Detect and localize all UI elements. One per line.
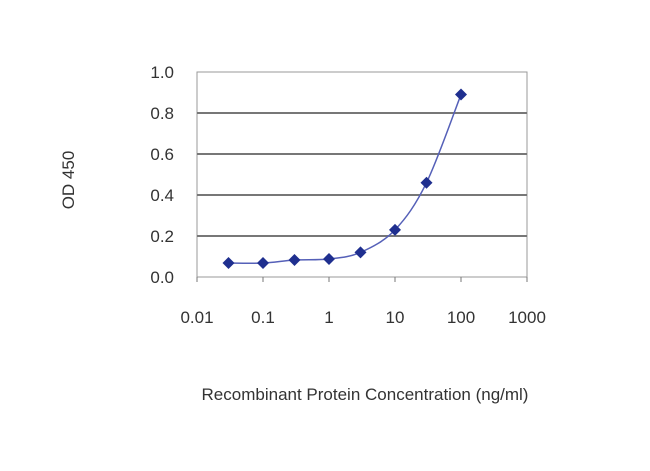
y-tick-label: 0.6 [150, 145, 174, 164]
data-point [288, 253, 301, 266]
x-tick-label: 1 [324, 308, 333, 327]
y-tick-label: 0.0 [150, 268, 174, 287]
plot-area [196, 71, 528, 278]
data-point [222, 257, 235, 270]
data-point [354, 246, 367, 259]
x-tick-label: 100 [447, 308, 475, 327]
y-tick-label: 0.4 [150, 186, 174, 205]
y-tick-label: 0.8 [150, 104, 174, 123]
y-axis-label: OD 450 [59, 151, 78, 210]
x-tick-label: 1000 [508, 308, 546, 327]
data-point [455, 88, 467, 101]
x-axis-label: Recombinant Protein Concentration (ng/ml… [202, 385, 529, 404]
data-point [323, 252, 335, 265]
x-tick-label: 10 [386, 308, 405, 327]
x-tick-label: 0.01 [180, 308, 213, 327]
data-point [389, 223, 401, 236]
x-tick-label: 0.1 [251, 308, 275, 327]
y-tick-label: 1.0 [150, 63, 174, 82]
data-point [420, 176, 433, 189]
data-point [257, 257, 269, 270]
y-tick-label: 0.2 [150, 227, 174, 246]
